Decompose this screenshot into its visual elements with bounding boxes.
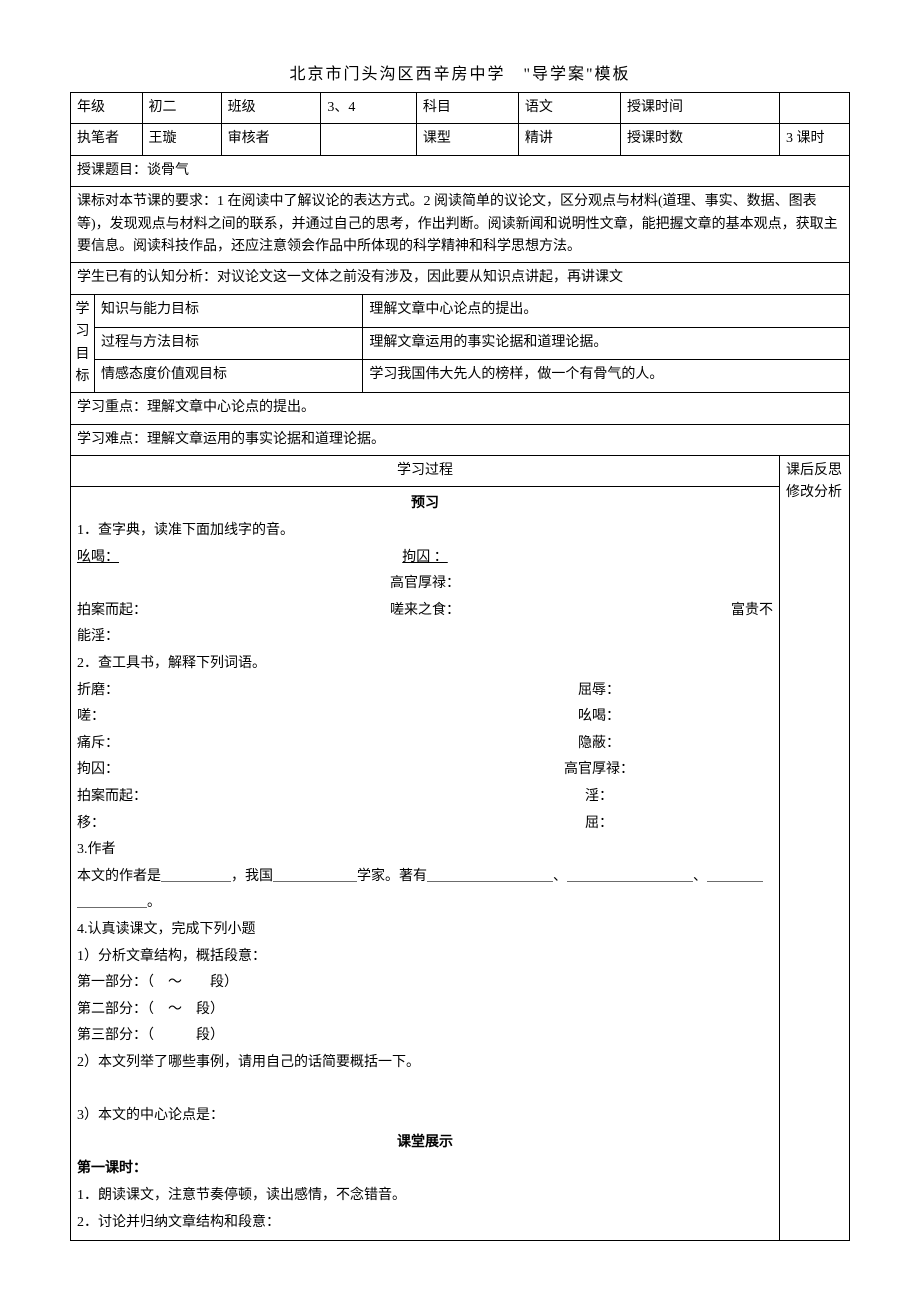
classroom-heading: 课堂展示 bbox=[77, 1130, 773, 1157]
author-label: 执笔者 bbox=[71, 124, 143, 155]
q2-b1: 嗟： bbox=[77, 704, 425, 731]
class-label: 班级 bbox=[221, 93, 321, 124]
q1-a2: 拘囚 ： bbox=[309, 545, 541, 572]
preview-heading: 预习 bbox=[77, 491, 773, 518]
q2-b2: 吆喝： bbox=[425, 704, 773, 731]
q1-c3-suffix: 能淫： bbox=[77, 624, 773, 651]
l1-2: 2．讨论并归纳文章结构和段意： bbox=[77, 1210, 773, 1237]
reviewer-value bbox=[321, 124, 417, 155]
emotion-goal-label: 情感态度价值观目标 bbox=[95, 360, 363, 393]
q4-1: 1）分析文章结构，概括段意： bbox=[77, 944, 773, 971]
process-goal-label: 过程与方法目标 bbox=[95, 327, 363, 360]
goals-vertical-label: 学习目标 bbox=[71, 294, 95, 393]
knowledge-goal-value: 理解文章中心论点的提出。 bbox=[363, 294, 850, 327]
q1-c2: 嗟来之食： bbox=[309, 598, 541, 625]
reflection-header: 课后反思修改分析 bbox=[780, 456, 850, 1241]
hours-value: 3 课时 bbox=[780, 124, 850, 155]
q4: 4.认真读课文，完成下列小题 bbox=[77, 917, 773, 944]
q2-d1: 拘囚： bbox=[77, 757, 425, 784]
standard-cell: 课标对本节课的要求：1 在阅读中了解议论的表达方式。2 阅读简单的议论文，区分观… bbox=[71, 187, 850, 263]
q3: 3.作者 bbox=[77, 837, 773, 864]
knowledge-goal-label: 知识与能力目标 bbox=[95, 294, 363, 327]
keypoint-cell: 学习重点：理解文章中心论点的提出。 bbox=[71, 393, 850, 424]
q2-f2: 屈： bbox=[425, 811, 773, 838]
q3-text: 本文的作者是＿＿＿＿＿，我国＿＿＿＿＿＿学家。著有＿＿＿＿＿＿＿＿＿、＿＿＿＿＿… bbox=[77, 864, 773, 917]
q1-b1: 高官厚禄： bbox=[390, 576, 460, 591]
grade-value: 初二 bbox=[142, 93, 221, 124]
reviewer-label: 审核者 bbox=[221, 124, 321, 155]
q1-c1: 拍案而起： bbox=[77, 598, 309, 625]
q2-d2: 高官厚禄： bbox=[425, 757, 773, 784]
grade-label: 年级 bbox=[71, 93, 143, 124]
q2-c1: 痛斥： bbox=[77, 731, 425, 758]
emotion-goal-value: 学习我国伟大先人的榜样，做一个有骨气的人。 bbox=[363, 360, 850, 393]
lesson-plan-table: 年级 初二 班级 3、4 科目 语文 授课时间 执笔者 王璇 审核者 课型 精讲… bbox=[70, 92, 850, 1241]
q2-c2: 隐蔽： bbox=[425, 731, 773, 758]
type-label: 课型 bbox=[416, 124, 518, 155]
q4-1a: 第一部分：（ ～ 段） bbox=[77, 970, 773, 997]
q2: 2．查工具书，解释下列词语。 bbox=[77, 651, 773, 678]
type-value: 精讲 bbox=[518, 124, 620, 155]
lesson1-label: 第一课时： bbox=[77, 1156, 773, 1183]
header-row-1: 年级 初二 班级 3、4 科目 语文 授课时间 bbox=[71, 93, 850, 124]
q2-a2: 屈辱： bbox=[425, 678, 773, 705]
cognition-cell: 学生已有的认知分析：对议论文这一文体之前没有涉及，因此要从知识点讲起，再讲课文 bbox=[71, 263, 850, 294]
q4-3: 3）本文的中心论点是： bbox=[77, 1103, 773, 1130]
subject-label: 科目 bbox=[416, 93, 518, 124]
q1-a1: 吆喝： bbox=[77, 545, 309, 572]
header-row-2: 执笔者 王璇 审核者 课型 精讲 授课时数 3 课时 bbox=[71, 124, 850, 155]
l1-1: 1．朗读课文，注意节奏停顿，读出感情，不念错音。 bbox=[77, 1183, 773, 1210]
topic-cell: 授课题目：谈骨气 bbox=[71, 155, 850, 186]
q2-a1: 折磨： bbox=[77, 678, 425, 705]
process-header: 学习过程 bbox=[71, 456, 780, 487]
teach-time-value bbox=[780, 93, 850, 124]
q4-1b: 第二部分：（ ～ 段） bbox=[77, 997, 773, 1024]
q2-f1: 移： bbox=[77, 811, 425, 838]
teach-time-label: 授课时间 bbox=[620, 93, 779, 124]
content-cell: 预习 1．查字典，读准下面加线字的音。 吆喝： 拘囚 ： 高官厚禄： 拍案而起：… bbox=[71, 487, 780, 1241]
q4-1c: 第三部分：（ 段） bbox=[77, 1023, 773, 1050]
process-goal-value: 理解文章运用的事实论据和道理论据。 bbox=[363, 327, 850, 360]
q2-e1: 拍案而起： bbox=[77, 784, 425, 811]
subject-value: 语文 bbox=[518, 93, 620, 124]
q1: 1．查字典，读准下面加线字的音。 bbox=[77, 518, 773, 545]
author-value: 王璇 bbox=[142, 124, 221, 155]
hours-label: 授课时数 bbox=[620, 124, 779, 155]
q2-e2: 淫： bbox=[425, 784, 773, 811]
difficulty-cell: 学习难点：理解文章运用的事实论据和道理论据。 bbox=[71, 424, 850, 455]
class-value: 3、4 bbox=[321, 93, 417, 124]
q4-2: 2）本文列举了哪些事例，请用自己的话简要概括一下。 bbox=[77, 1050, 773, 1077]
q1-c3-prefix: 富贵不 bbox=[541, 598, 773, 625]
document-title: 北京市门头沟区西辛房中学 "导学案"模板 bbox=[70, 60, 850, 84]
q1-spacer bbox=[541, 545, 773, 572]
